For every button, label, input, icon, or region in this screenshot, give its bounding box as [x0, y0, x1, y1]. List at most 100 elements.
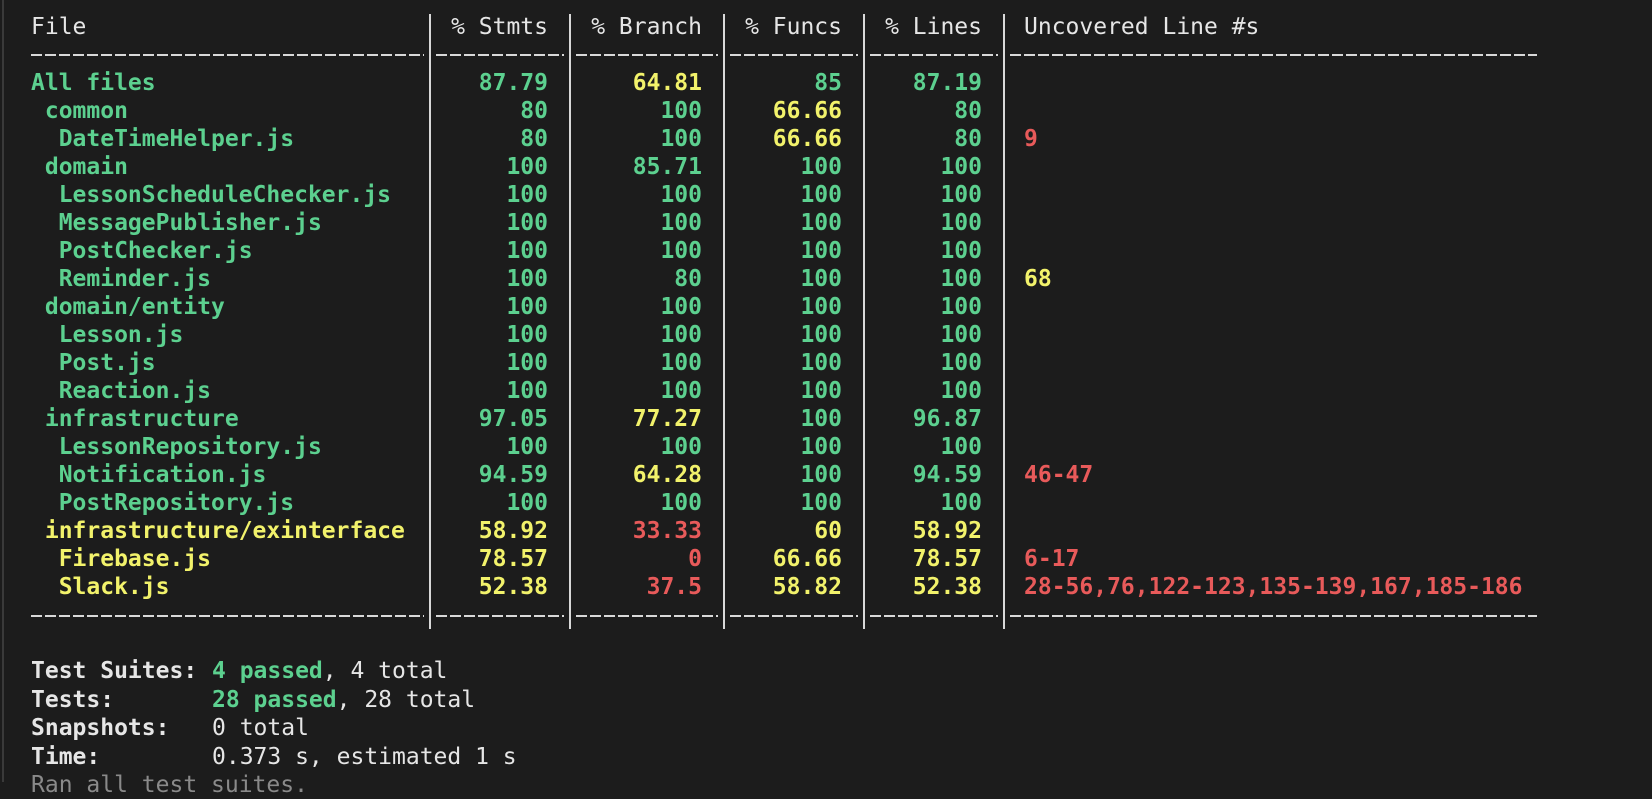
coverage-value: 100 — [660, 378, 702, 404]
table-rules — [2, 0, 1537, 782]
coverage-value: 100 — [506, 154, 548, 180]
header-cell: % Stmts — [451, 14, 548, 40]
coverage-value: 100 — [940, 350, 982, 376]
coverage-value: 100 — [940, 266, 982, 292]
coverage-value: 100 — [800, 294, 842, 320]
summary-text: 0.373 s, estimated 1 s — [212, 743, 517, 770]
coverage-value: 100 — [800, 322, 842, 348]
file-name: infrastructure — [31, 406, 239, 432]
coverage-value: 87.19 — [912, 70, 982, 96]
coverage-value: 64.28 — [632, 462, 702, 488]
uncovered-lines: 6-17 — [1024, 546, 1080, 572]
file-name: Reaction.js — [31, 378, 212, 404]
header-cell: % Branch — [591, 14, 702, 40]
coverage-value: 100 — [800, 210, 842, 236]
uncovered-lines: 28-56,76,122-123,135-139,167,185-186 — [1024, 574, 1523, 600]
file-name: infrastructure/exinterface — [31, 518, 405, 544]
coverage-value: 94.59 — [478, 462, 548, 488]
coverage-value: 100 — [660, 182, 702, 208]
coverage-value: 100 — [506, 210, 548, 236]
header-cell: % Funcs — [745, 14, 842, 40]
header-cell: Uncovered Line #s — [1024, 14, 1260, 40]
coverage-value: 64.81 — [632, 70, 702, 96]
summary-label: Time: — [31, 743, 101, 770]
coverage-value: 33.33 — [632, 518, 702, 544]
file-name: PostChecker.js — [31, 238, 253, 264]
coverage-value: 100 — [660, 350, 702, 376]
coverage-value: 100 — [940, 322, 982, 348]
summary-text: , 28 total — [336, 686, 476, 713]
coverage-value: 0 — [688, 546, 702, 572]
coverage-value: 100 — [800, 238, 842, 264]
coverage-value: 100 — [506, 378, 548, 404]
coverage-value: 100 — [940, 210, 982, 236]
coverage-value: 97.05 — [478, 406, 548, 432]
coverage-value: 100 — [800, 154, 842, 180]
summary-label: Snapshots: — [31, 715, 170, 741]
coverage-value: 60 — [814, 518, 842, 544]
coverage-value: 80 — [520, 126, 548, 152]
header-cell: % Lines — [885, 14, 982, 40]
coverage-value: 100 — [660, 434, 702, 460]
file-name: Post.js — [31, 350, 156, 376]
summary-label: Tests: — [31, 686, 115, 713]
file-name: Lesson.js — [31, 322, 184, 348]
file-name: Slack.js — [31, 574, 170, 600]
file-name: LessonRepository.js — [31, 434, 322, 460]
summary-passed: 4 passed — [212, 658, 323, 684]
coverage-value: 100 — [800, 378, 842, 404]
coverage-value: 37.5 — [646, 574, 702, 600]
coverage-value: 100 — [800, 490, 842, 516]
coverage-value: 100 — [506, 238, 548, 264]
coverage-value: 100 — [506, 490, 548, 516]
coverage-value: 52.38 — [912, 574, 982, 600]
coverage-value: 100 — [800, 434, 842, 460]
coverage-value: 58.82 — [772, 574, 842, 600]
coverage-value: 78.57 — [478, 546, 548, 572]
coverage-value: 80 — [520, 98, 548, 124]
coverage-value: 100 — [660, 294, 702, 320]
coverage-value: 100 — [506, 294, 548, 320]
file-name: Notification.js — [31, 462, 267, 488]
coverage-value: 100 — [660, 490, 702, 516]
summary-label: Test Suites: — [31, 658, 198, 684]
coverage-value: 100 — [940, 490, 982, 516]
coverage-value: 100 — [940, 182, 982, 208]
coverage-value: 94.59 — [912, 462, 982, 488]
coverage-value: 100 — [800, 266, 842, 292]
coverage-value: 77.27 — [632, 406, 702, 432]
file-name: domain/entity — [31, 294, 225, 320]
summary-passed: 28 passed — [212, 686, 337, 713]
file-name: DateTimeHelper.js — [31, 126, 295, 152]
footer-text: Ran all test suites. — [31, 772, 308, 798]
file-name: MessagePublisher.js — [31, 210, 322, 236]
coverage-value: 80 — [674, 266, 702, 292]
file-name: Reminder.js — [31, 266, 212, 292]
uncovered-lines: 46-47 — [1024, 462, 1094, 488]
coverage-value: 100 — [506, 322, 548, 348]
file-name: Firebase.js — [31, 546, 212, 572]
coverage-value: 100 — [506, 350, 548, 376]
file-name: common — [31, 98, 128, 124]
summary-text: 0 total — [212, 715, 309, 741]
coverage-value: 100 — [940, 294, 982, 320]
coverage-value: 52.38 — [478, 574, 548, 600]
coverage-value: 100 — [800, 406, 842, 432]
coverage-value: 58.92 — [478, 518, 548, 544]
coverage-value: 100 — [800, 462, 842, 488]
file-name: domain — [31, 154, 128, 180]
coverage-value: 66.66 — [772, 98, 842, 124]
coverage-value: 100 — [800, 182, 842, 208]
coverage-value: 100 — [660, 238, 702, 264]
coverage-value: 100 — [506, 182, 548, 208]
coverage-value: 66.66 — [772, 546, 842, 572]
header-cell: File — [31, 14, 87, 40]
coverage-value: 100 — [940, 154, 982, 180]
coverage-value: 100 — [660, 98, 702, 124]
coverage-value: 85 — [814, 70, 842, 96]
coverage-value: 100 — [660, 126, 702, 152]
coverage-value: 96.87 — [912, 406, 982, 432]
coverage-value: 100 — [940, 378, 982, 404]
coverage-value: 80 — [954, 98, 982, 124]
coverage-value: 58.92 — [912, 518, 982, 544]
